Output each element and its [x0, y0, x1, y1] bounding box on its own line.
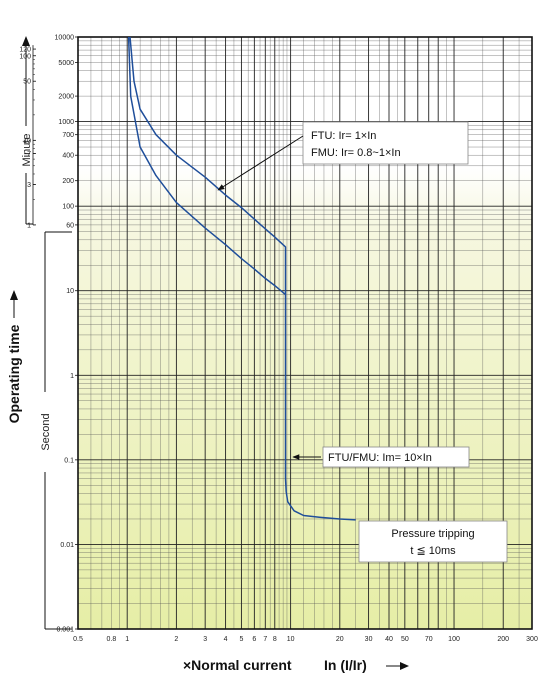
minute-arrow-up-icon [22, 36, 30, 46]
x-tick-label: 0.8 [106, 636, 116, 643]
plot-frame [77, 36, 533, 630]
x-tick-label: 30 [365, 636, 373, 643]
x-tick-label: 1 [125, 636, 129, 643]
y-tick-label: 1000 [58, 119, 74, 126]
x-tick-label: 5 [239, 636, 243, 643]
y-tick-label: 100 [62, 204, 74, 211]
annotation-longtime-line1: FTU: Ir= 1×In [311, 130, 376, 142]
x-tick-label: 2 [174, 636, 178, 643]
x-axis-arrow-right-icon [400, 662, 409, 670]
series-layer [127, 36, 356, 521]
y-tick-label: 0.1 [64, 457, 74, 464]
y-tick-label: 2000 [58, 94, 74, 101]
y-tick-label: 5000 [58, 60, 74, 67]
x-tick-label: 50 [401, 636, 409, 643]
minute-tick-label: 3 [27, 182, 31, 189]
y-tick-label: 0.001 [56, 627, 74, 634]
x-tick-label: 70 [425, 636, 433, 643]
operating-time-arrow-up-icon [10, 290, 18, 300]
minute-tick-label: 1 [27, 222, 31, 229]
x-tick-label: 0.5 [73, 636, 83, 643]
y-tick-label: 700 [62, 132, 74, 139]
x-axis-label-current: ×Normal current [183, 657, 292, 673]
series-1-line [129, 36, 356, 521]
annotation-longtime-arrow [217, 135, 304, 191]
annotation-longtime-box [302, 121, 469, 165]
x-tick-label: 20 [336, 636, 344, 643]
annotation-pressure-line1: Pressure tripping [391, 528, 474, 540]
x-tick-label: 300 [526, 636, 538, 643]
annotation-pressure-box [358, 520, 508, 563]
x-tick-labels: 0.5 0.8 1 2 3 4 5 6 7 8 10 20 30 40 50 70 100 200 300 [73, 636, 538, 643]
y-tick-label: 0.01 [60, 542, 74, 549]
minute-tick-label: 100 [19, 53, 31, 60]
x-tick-label: 8 [273, 636, 277, 643]
y-tick-label: 1 [70, 373, 74, 380]
minute-tick-label: 7 [27, 151, 31, 158]
annotation-instant-box [322, 446, 470, 468]
x-tick-label: 4 [224, 636, 228, 643]
y-tick-labels: 10000 5000 2000 1000 700 400 200 100 60 10 1 0.1 0.0… [55, 35, 78, 634]
second-label: Second [40, 413, 52, 450]
y-tick-label: 10000 [55, 35, 75, 42]
series-2-line [127, 36, 286, 296]
x-tick-label: 100 [448, 636, 460, 643]
y-tick-label: 200 [62, 178, 74, 185]
minute-bracket [25, 40, 33, 225]
annotation-instant-text: FTU/FMU: Im= 10×In [328, 452, 432, 464]
minute-label: Minute [21, 133, 33, 166]
x-tick-label: 7 [263, 636, 267, 643]
y-tick-label: 60 [66, 222, 74, 229]
second-bracket [44, 231, 72, 630]
x-axis-label-ratio: In (I/Ir) [324, 657, 367, 673]
annotation-pressure-line2: t ≦ 10ms [410, 545, 456, 557]
x-tick-label: 200 [497, 636, 509, 643]
y-tick-label: 400 [62, 153, 74, 160]
x-tick-label: 6 [252, 636, 256, 643]
x-tick-label: 3 [203, 636, 207, 643]
minute-tick-label: 10 [23, 138, 31, 145]
operating-time-label: Operating time [6, 324, 22, 423]
y-tick-label: 10 [66, 288, 74, 295]
minute-tick-label: 120 [19, 47, 31, 54]
annotation-longtime-line2: FMU: Ir= 0.8~1×In [311, 147, 401, 159]
x-tick-label: 40 [385, 636, 393, 643]
minute-tick-label: 50 [23, 79, 31, 86]
x-tick-label: 10 [287, 636, 295, 643]
